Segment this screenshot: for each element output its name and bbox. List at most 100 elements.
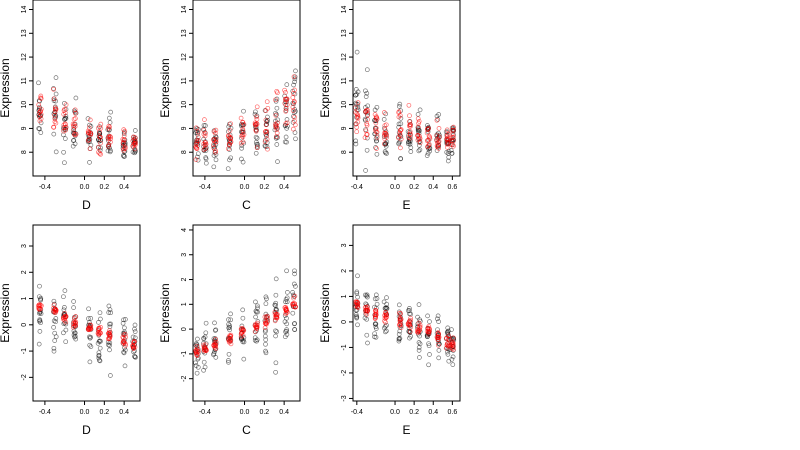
point-black: [416, 302, 422, 307]
point-black: [427, 319, 432, 324]
point-black: [291, 281, 297, 287]
point-black: [226, 358, 231, 363]
point-black: [53, 316, 59, 321]
point-red: [263, 108, 269, 114]
point-red: [253, 114, 259, 120]
point-red: [396, 109, 402, 115]
point-red: [86, 137, 92, 143]
point-black: [450, 362, 456, 367]
x-tick-label: -0.4: [351, 409, 363, 416]
point-black: [133, 354, 138, 360]
point-black: [132, 329, 138, 334]
point-red: [38, 93, 44, 99]
point-black: [405, 308, 411, 313]
point-black: [353, 138, 359, 144]
point-black: [383, 111, 389, 117]
point-black: [52, 301, 57, 307]
point-black: [364, 147, 370, 153]
point-black: [424, 153, 430, 158]
point-black: [374, 296, 380, 301]
point-red: [120, 141, 126, 147]
plot-frame: [352, 0, 461, 177]
point-red: [71, 127, 77, 132]
point-black: [97, 358, 103, 364]
point-black: [194, 154, 200, 160]
point-red: [417, 324, 423, 330]
y-tick-label: 1: [341, 294, 348, 298]
point-red: [443, 345, 449, 351]
panel-6: -0.4 0.0 0.2 0.4 0.6 -3 -2 -1 0 1 2 3 E Expression: [318, 224, 461, 437]
y-tick-label: 12: [181, 53, 188, 61]
point-black: [283, 134, 289, 140]
point-red: [228, 136, 233, 141]
point-black: [132, 353, 137, 359]
point-black: [195, 151, 201, 157]
point-red: [373, 127, 378, 133]
point-black: [97, 345, 103, 351]
point-black: [274, 112, 279, 117]
point-black: [354, 289, 360, 295]
point-red: [446, 333, 452, 339]
point-black: [108, 310, 114, 316]
point-red: [85, 138, 91, 143]
point-red: [72, 110, 78, 116]
point-red: [397, 130, 403, 136]
point-red: [353, 121, 359, 127]
point-red: [97, 134, 103, 140]
point-red: [264, 314, 269, 320]
point-black: [38, 320, 43, 326]
point-red: [283, 121, 289, 126]
point-red: [211, 137, 216, 142]
y-tick-label: -3: [341, 395, 348, 401]
points-group: [193, 268, 298, 376]
point-black: [96, 353, 102, 359]
point-red: [275, 120, 280, 126]
point-red: [107, 328, 112, 333]
point-red: [291, 74, 297, 80]
point-black: [263, 350, 269, 356]
point-black: [384, 295, 389, 300]
y-tick-label: 3: [341, 243, 348, 247]
y-tick-label: -2: [21, 374, 28, 380]
point-black: [98, 145, 103, 151]
point-red: [87, 117, 93, 123]
point-black: [73, 95, 79, 101]
y-tick-label: 0: [341, 320, 348, 324]
x-tick-label: -0.4: [39, 409, 51, 416]
point-black: [213, 142, 219, 147]
point-red: [131, 339, 137, 345]
point-red: [398, 311, 404, 316]
point-red: [264, 99, 270, 105]
point-red: [355, 115, 361, 121]
point-black: [253, 299, 258, 305]
x-tick-label: 0.4: [279, 184, 289, 191]
points-group: [353, 273, 457, 368]
point-red: [273, 112, 279, 118]
x-axis-label: C: [242, 423, 251, 437]
point-black: [354, 92, 360, 97]
point-black: [53, 91, 59, 97]
point-red: [252, 329, 258, 334]
point-red: [95, 125, 101, 131]
point-red: [122, 146, 128, 151]
point-black: [364, 90, 370, 96]
point-red: [212, 130, 218, 136]
point-black: [282, 139, 288, 145]
point-black: [292, 76, 298, 82]
point-black: [37, 318, 43, 323]
point-red: [52, 119, 58, 124]
point-black: [273, 369, 278, 375]
y-axis-label: Expression: [158, 58, 172, 117]
point-red: [240, 126, 246, 132]
y-tick-label: 10: [341, 101, 348, 109]
point-red: [284, 96, 290, 102]
point-red: [408, 315, 413, 321]
point-black: [263, 301, 269, 307]
point-red: [364, 122, 370, 128]
point-black: [383, 150, 388, 156]
point-black: [273, 292, 279, 298]
x-tick-label: 0.4: [119, 409, 129, 416]
point-red: [132, 344, 138, 350]
point-red: [201, 344, 207, 350]
point-black: [353, 141, 359, 147]
